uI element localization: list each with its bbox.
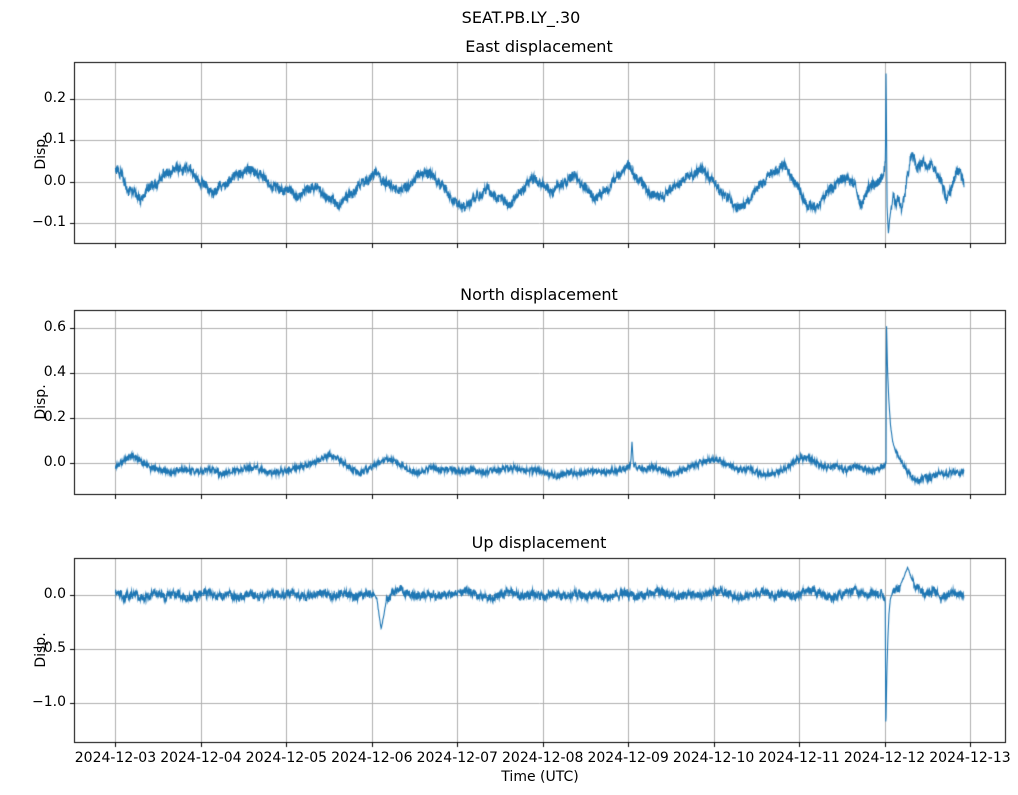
y-tick-label: 0.0 — [43, 453, 66, 470]
y-tick-label: 0.2 — [43, 408, 66, 425]
y-tick-label: −1.0 — [32, 694, 66, 711]
y-tick-label: 0.4 — [43, 363, 66, 380]
x-tick-label: 2024-12-04 — [160, 750, 242, 766]
chart-title-up: Up displacement — [471, 533, 607, 552]
x-tick-label: 2024-12-12 — [843, 750, 926, 766]
x-tick-label: 2024-12-13 — [929, 750, 1011, 766]
y-tick-label: −0.1 — [32, 214, 66, 231]
y-tick-label: −0.5 — [32, 640, 66, 657]
x-tick-label: 2024-12-10 — [672, 750, 755, 766]
x-tick-label: 2024-12-11 — [758, 750, 840, 766]
x-tick-label: 2024-12-06 — [331, 750, 413, 766]
y-tick-label: 0.0 — [43, 586, 66, 603]
x-tick-label: 2024-12-09 — [587, 750, 669, 766]
figure-suptitle: SEAT.PB.LY_.30 — [461, 8, 581, 27]
y-tick-label: 0.2 — [43, 89, 66, 106]
chart-title-north: North displacement — [460, 285, 618, 304]
chart-title-east: East displacement — [465, 37, 613, 56]
y-tick-label: 0.6 — [43, 318, 66, 335]
x-tick-label: 2024-12-05 — [245, 750, 328, 766]
x-axis-label: Time (UTC) — [501, 769, 579, 785]
y-tick-label: 0.1 — [43, 131, 66, 148]
y-tick-label: 0.0 — [43, 172, 66, 189]
x-tick-label: 2024-12-08 — [502, 750, 584, 766]
x-tick-label: 2024-12-03 — [74, 750, 157, 766]
x-tick-label: 2024-12-07 — [416, 750, 498, 766]
